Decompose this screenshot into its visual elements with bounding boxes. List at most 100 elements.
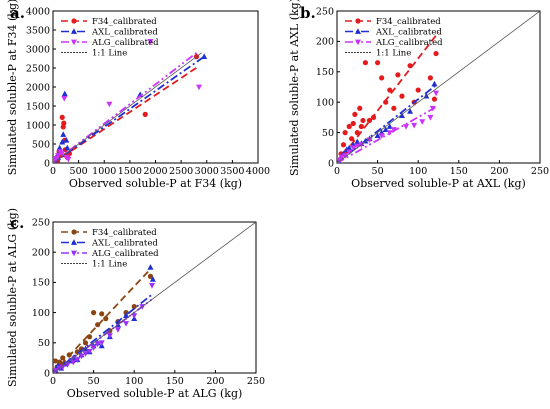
data-point: [59, 364, 66, 371]
one-to-one-line: [53, 222, 256, 373]
legend-marker: [355, 28, 361, 34]
plot-frame: [52, 221, 257, 374]
x-tick-label: 150: [450, 166, 468, 177]
legend-label: F34_calibrated: [92, 228, 157, 238]
legend-label: AXL_calibrated: [91, 239, 158, 249]
fit-line: [53, 50, 200, 163]
y-axis-label: Simulated soluble-P at F34 (kg): [6, 0, 19, 175]
data-point: [346, 149, 353, 156]
data-point: [64, 144, 71, 151]
data-point: [407, 108, 414, 114]
fit-line: [53, 55, 205, 163]
data-point: [427, 75, 433, 81]
data-point: [106, 333, 113, 339]
data-point: [337, 157, 343, 163]
legend: F34_calibratedAXL_calibratedALG_calibrat…: [61, 228, 159, 270]
legend-marker: [71, 229, 77, 235]
data-point: [398, 112, 405, 118]
y-tick-label: 100: [316, 98, 334, 109]
data-point: [346, 144, 353, 151]
x-tick-label: 0: [50, 376, 56, 387]
y-tick-label: 100: [32, 308, 50, 319]
chart-panel-1: 0 500 1000 1500 2000 2500 3000 3500 400005001000…: [6, 0, 270, 190]
x-tick-label: 200: [206, 376, 224, 387]
data-point: [362, 60, 369, 66]
fit-line: [53, 266, 153, 373]
plot-frame: [336, 10, 541, 164]
legend-label: AXL_calibrated: [375, 28, 442, 38]
data-point: [98, 340, 105, 346]
legend-marker: [71, 39, 77, 46]
y-tick-label: 50: [38, 338, 50, 349]
data-point: [63, 137, 70, 143]
data-point: [61, 96, 68, 102]
legend-marker: [71, 250, 77, 257]
data-point: [147, 273, 154, 279]
data-point: [433, 90, 440, 97]
x-tick-label: 100: [409, 166, 427, 177]
data-point: [61, 90, 68, 97]
data-point: [340, 142, 347, 148]
y-tick-label: 3000: [26, 44, 50, 55]
data-point: [431, 80, 438, 87]
legend-label: F34_calibrated: [92, 17, 157, 27]
data-point: [60, 124, 66, 130]
data-point: [59, 114, 65, 120]
x-tick-label: 3000: [195, 166, 219, 177]
legend-label: ALG_calibrated: [375, 38, 443, 48]
y-tick-label: 500: [32, 139, 50, 150]
y-tick-label: 1000: [26, 120, 50, 131]
data-point: [352, 111, 358, 117]
data-point: [427, 115, 434, 121]
y-tick-label: 1500: [26, 101, 50, 112]
y-tick-label: 150: [316, 67, 334, 78]
x-tick-label: 100: [125, 376, 143, 387]
data-point: [90, 345, 97, 351]
legend-label: 1:1 Line: [92, 260, 127, 270]
plot-data: [53, 222, 256, 373]
legend-marker: [71, 239, 77, 245]
data-point: [55, 153, 62, 159]
y-tick-label: 200: [316, 37, 334, 48]
legend-marker: [355, 18, 361, 24]
data-point: [53, 358, 59, 364]
data-point: [147, 264, 154, 270]
data-point: [131, 313, 138, 319]
data-point: [149, 283, 156, 289]
data-point: [391, 105, 397, 111]
legend-label: F34_calibrated: [376, 17, 441, 27]
data-point: [350, 145, 357, 151]
data-point: [78, 353, 85, 360]
legend-label: AXL_calibrated: [91, 28, 158, 38]
data-point: [56, 144, 63, 151]
panel-label: b.: [300, 4, 316, 22]
y-tick-label: 2000: [26, 82, 50, 93]
y-tick-label: 3500: [26, 25, 50, 36]
data-point: [59, 138, 66, 145]
one-to-one-line: [337, 11, 540, 163]
data-point: [358, 123, 364, 130]
legend-marker: [71, 28, 77, 34]
x-tick-label: 250: [247, 376, 265, 387]
data-point: [433, 50, 439, 57]
data-point: [131, 303, 137, 310]
x-tick-label: 0: [50, 166, 56, 177]
fit-line: [53, 293, 153, 373]
data-point: [74, 357, 81, 363]
y-tick-label: 4000: [26, 6, 50, 17]
fit-line: [53, 65, 200, 163]
one-to-one-line: [53, 52, 202, 163]
x-axis-label: Observed soluble-P at F34 (kg): [69, 177, 242, 190]
legend-marker: [355, 39, 361, 46]
panel-label: a.: [10, 4, 25, 22]
data-point: [338, 154, 345, 161]
data-point: [419, 119, 426, 125]
data-point: [142, 111, 148, 117]
data-point: [94, 341, 101, 348]
data-point: [196, 84, 203, 91]
y-tick-label: 250: [32, 217, 50, 228]
plot-data: [53, 39, 208, 163]
data-point: [103, 316, 109, 322]
x-tick-label: 50: [372, 166, 384, 177]
